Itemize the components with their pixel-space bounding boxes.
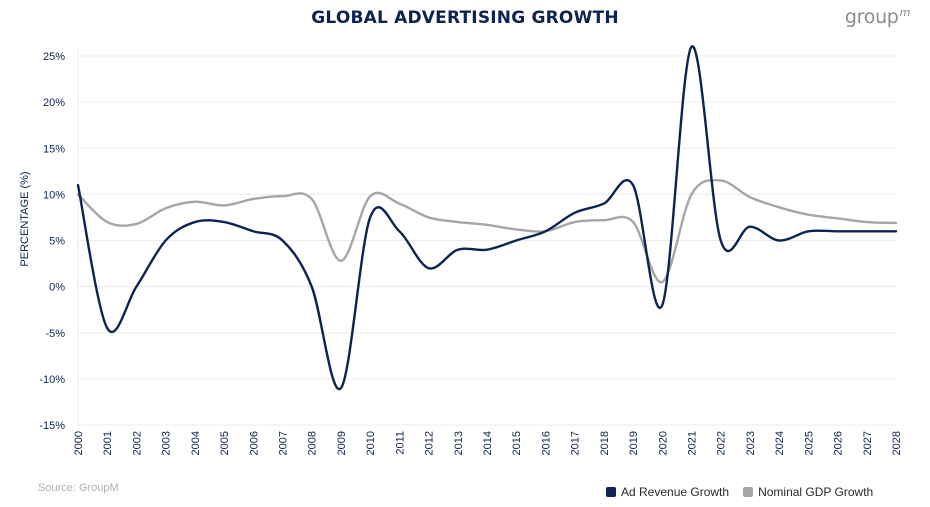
legend: Ad Revenue Growth Nominal GDP Growth xyxy=(606,485,887,499)
x-tick-label: 2027 xyxy=(862,431,874,455)
legend-swatch-nominal-gdp xyxy=(743,487,754,497)
x-tick-label: 2026 xyxy=(833,431,845,455)
line-chart: -15% -10% -5% 0% 5% 10% 15% 20% 25% 2000 2001 2002… xyxy=(19,45,903,455)
x-tick-label: 2006 xyxy=(248,431,260,455)
series-line-nominal-gdp xyxy=(76,178,898,284)
x-tick-label: 2005 xyxy=(219,431,231,455)
x-tick-label: 2003 xyxy=(161,431,173,455)
x-tick-label: 2015 xyxy=(511,431,523,455)
x-tick-label: 2009 xyxy=(336,431,348,455)
legend-label-ad-revenue: Ad Revenue Growth xyxy=(621,485,730,499)
y-tick-label: -10% xyxy=(39,374,65,386)
x-tick-label: 2017 xyxy=(570,431,582,455)
x-tick-label: 2004 xyxy=(190,431,202,455)
x-tick-label: 2007 xyxy=(278,431,290,455)
y-axis-ticks: -15% -10% -5% 0% 5% 10% 15% 20% 25% xyxy=(39,51,65,432)
x-tick-label: 2021 xyxy=(687,431,699,455)
legend-item-ad-revenue: Ad Revenue Growth xyxy=(606,485,729,499)
groupm-logo: groupm xyxy=(845,6,910,28)
x-tick-label: 2023 xyxy=(745,431,757,455)
y-tick-label: 15% xyxy=(43,143,65,155)
x-tick-label: 2020 xyxy=(657,431,669,455)
legend-label-nominal-gdp: Nominal GDP Growth xyxy=(758,485,874,499)
chart-title: GLOBAL ADVERTISING GROWTH xyxy=(311,8,619,28)
x-tick-label: 2000 xyxy=(73,431,85,455)
series-layer xyxy=(76,45,898,391)
x-axis-ticks: 2000 2001 2002 2003 2004 2005 2006 2007 2008 2009… xyxy=(73,431,903,455)
x-tick-label: 2018 xyxy=(599,431,611,455)
x-tick-label: 2024 xyxy=(774,431,786,455)
source-note: Source: GroupM xyxy=(38,482,119,494)
brand-superscript: m xyxy=(899,6,911,19)
y-tick-label: 10% xyxy=(43,189,65,201)
y-tick-label: -5% xyxy=(45,328,65,340)
legend-item-nominal-gdp: Nominal GDP Growth xyxy=(743,485,873,499)
gridlines xyxy=(77,46,896,426)
y-tick-label: 5% xyxy=(49,236,65,248)
x-tick-label: 2013 xyxy=(453,431,465,455)
x-tick-label: 2010 xyxy=(365,431,377,455)
x-tick-label: 2014 xyxy=(482,431,494,455)
x-tick-label: 2022 xyxy=(716,431,728,455)
x-tick-label: 2008 xyxy=(307,431,319,455)
x-tick-label: 2011 xyxy=(394,431,406,455)
x-tick-label: 2025 xyxy=(803,431,815,455)
x-tick-label: 2019 xyxy=(628,431,640,455)
x-tick-label: 2028 xyxy=(891,431,903,455)
x-tick-label: 2012 xyxy=(424,431,436,455)
y-tick-label: 0% xyxy=(49,282,65,294)
brand-text: group xyxy=(844,6,899,28)
y-tick-label: 20% xyxy=(43,97,65,109)
y-axis-label: PERCENTAGE (%) xyxy=(19,171,31,266)
y-tick-label: -15% xyxy=(39,420,65,432)
x-tick-label: 2002 xyxy=(131,431,143,455)
x-tick-label: 2016 xyxy=(540,431,552,455)
series-line-ad-revenue xyxy=(76,45,898,391)
y-tick-label: 25% xyxy=(43,51,65,63)
legend-swatch-ad-revenue xyxy=(606,487,616,497)
x-tick-label: 2001 xyxy=(102,431,114,455)
